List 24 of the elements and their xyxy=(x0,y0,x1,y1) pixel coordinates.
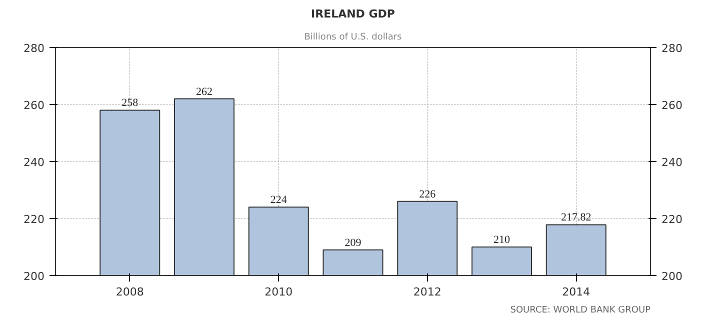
y-tick-label: 260 xyxy=(24,99,45,112)
data-label: 217.82 xyxy=(561,212,592,224)
y2-tick-label: 220 xyxy=(662,213,682,226)
x-tick-label: 2012 xyxy=(413,286,442,298)
chart-subtitle: Billions of U.S. dollars xyxy=(304,32,402,42)
y-tick-label: 200 xyxy=(24,270,45,283)
data-label: 226 xyxy=(419,188,436,200)
source-note: SOURCE: WORLD BANK GROUP xyxy=(510,306,652,316)
y-tick-label: 280 xyxy=(24,42,45,55)
y2-tick-label: 200 xyxy=(662,270,682,283)
y2-tick-label: 260 xyxy=(662,99,682,112)
y2-tick-label: 280 xyxy=(662,42,682,55)
x-tick-label: 2010 xyxy=(264,286,293,298)
y2-tick-label: 240 xyxy=(662,156,682,169)
y-tick-label: 220 xyxy=(24,213,45,226)
data-label: 224 xyxy=(270,194,288,206)
x-tick-label: 2008 xyxy=(116,286,144,298)
data-label: 258 xyxy=(122,97,139,110)
y-tick-label: 240 xyxy=(24,156,45,169)
data-label: 210 xyxy=(494,234,510,246)
data-label: 262 xyxy=(196,86,212,98)
data-label: 209 xyxy=(344,236,362,249)
x-tick-label: 2014 xyxy=(562,286,590,298)
chart-title: IRELAND GDP xyxy=(311,8,396,20)
